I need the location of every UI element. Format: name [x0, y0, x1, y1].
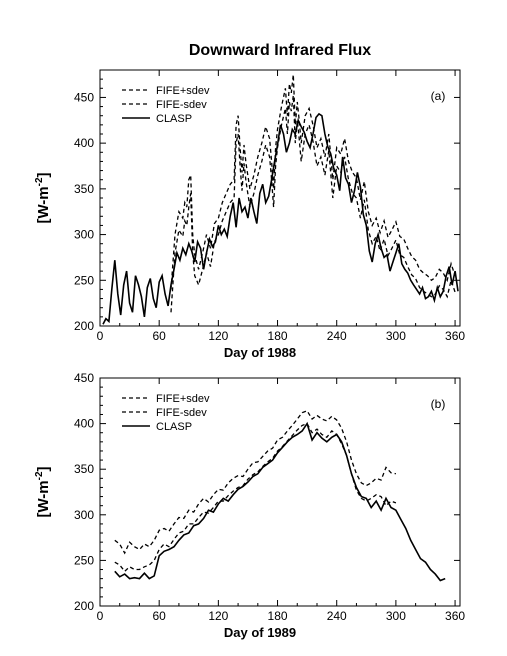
x-axis-label: Day of 1989: [224, 625, 296, 640]
x-tick-label: 60: [152, 329, 166, 343]
y-axis-label: [W-m-2]: [34, 172, 52, 223]
panel-a: 0 60 120 180 240 300 360 200 250 300 350 400 450 Day …: [34, 69, 465, 360]
legend-label: FIFE+sdev: [156, 393, 210, 405]
x-tick-label: 240: [327, 329, 347, 343]
y-tick-label: 400: [74, 417, 94, 431]
y-tick-label: 200: [74, 599, 94, 613]
y-tick-label: 250: [74, 273, 94, 287]
plot-frame: [99, 377, 461, 607]
y-tick-label: 350: [74, 462, 94, 476]
y-axis-label-main: [W-m: [35, 480, 52, 517]
panel-label: (a): [431, 89, 446, 103]
x-tick-label: 120: [208, 329, 228, 343]
series-line-fife-sdev: [114, 409, 397, 555]
y-axis-label: [W-m-2]: [34, 466, 52, 517]
legend-label: FIFE-sdev: [156, 99, 207, 111]
y-axis-label-exponent: -2: [34, 471, 45, 480]
y-tick-label: 300: [74, 228, 94, 242]
legend-label: FIFE+sdev: [156, 85, 210, 97]
x-tick-label: 240: [327, 609, 347, 623]
chart-title: Downward Infrared Flux: [189, 42, 371, 59]
y-tick-label: 300: [74, 508, 94, 522]
x-axis-label: Day of 1988: [224, 345, 296, 360]
y-tick-label: 450: [74, 90, 94, 104]
x-tick-label: 300: [386, 609, 406, 623]
y-tick-label: 350: [74, 182, 94, 196]
legend-label: CLASP: [156, 113, 192, 125]
series-line-fife-sdev: [114, 422, 397, 573]
x-tick-label: 60: [152, 609, 166, 623]
x-tick-label: 0: [97, 329, 104, 343]
x-tick-label: 180: [268, 329, 288, 343]
x-tick-label: 120: [208, 609, 228, 623]
legend-label: FIFE-sdev: [156, 407, 207, 419]
panel-label: (b): [431, 397, 446, 411]
y-tick-label: 450: [74, 371, 94, 385]
y-tick-label: 250: [74, 553, 94, 567]
y-tick-label: 400: [74, 136, 94, 150]
series-line-clasp: [102, 112, 459, 325]
y-axis-label-main: [W-m: [35, 186, 52, 223]
y-tick-label: 200: [74, 319, 94, 333]
x-tick-label: 300: [386, 329, 406, 343]
x-tick-label: 360: [445, 329, 465, 343]
plot-frame: [99, 69, 461, 327]
series-line-fife-sdev: [170, 95, 456, 313]
y-axis-label-end: ]: [35, 172, 52, 177]
y-axis-label-end: ]: [35, 466, 52, 471]
legend-label: CLASP: [156, 421, 192, 433]
series-line-fife-sdev: [170, 74, 456, 290]
x-tick-label: 360: [445, 609, 465, 623]
x-tick-label: 180: [268, 609, 288, 623]
series-line-clasp: [114, 421, 446, 582]
panel-b: 0 60 120 180 240 300 360 200 250 300 350 400 450 Day …: [34, 371, 465, 640]
y-axis-label-exponent: -2: [34, 177, 45, 186]
x-tick-label: 0: [97, 609, 104, 623]
